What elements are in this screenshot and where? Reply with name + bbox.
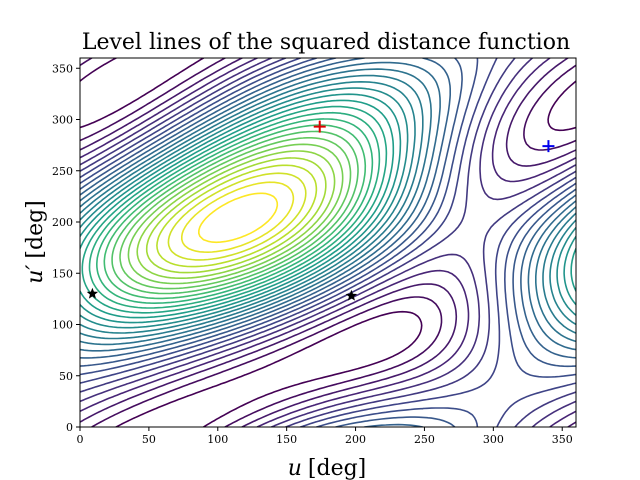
contour-level-11 (80, 61, 576, 352)
y-tick-label: 250 (52, 165, 73, 178)
x-axis-symbol: u (288, 456, 302, 480)
x-axis-label: u [deg] (288, 456, 367, 480)
chart-title: Level lines of the squared distance func… (82, 30, 570, 55)
y-tick-label: 350 (52, 62, 73, 75)
contour-level-19 (88, 111, 381, 309)
star-marker-3 (86, 287, 99, 299)
contour-level-21 (103, 124, 367, 300)
x-tick-label: 100 (207, 433, 228, 446)
y-tick-label: 100 (52, 319, 73, 332)
contour-level-22 (111, 130, 359, 295)
x-axis-ticks: 0 50 100 150 200 250 300 350 (77, 427, 573, 446)
x-tick-label: 0 (77, 433, 84, 446)
x-tick-label: 250 (414, 433, 435, 446)
y-tick-label: 0 (66, 421, 73, 434)
contour-level-27 (156, 164, 318, 268)
contour-level-24 (127, 143, 344, 285)
contour-level-3 (80, 58, 576, 427)
contour-level-18 (81, 105, 388, 314)
x-tick-label: 150 (276, 433, 297, 446)
contour-level-28 (167, 172, 307, 261)
y-axis-unit: [deg] (23, 200, 48, 258)
contour-level-25 (136, 150, 336, 279)
y-tick-label: 150 (52, 267, 73, 280)
y-axis-label: u′ [deg] (23, 200, 48, 284)
contour-level-5 (80, 58, 576, 427)
plus-marker-1 (313, 120, 326, 133)
contour-level-30 (198, 192, 279, 244)
plus-marker-2 (542, 140, 555, 153)
marker-group (86, 120, 555, 301)
x-tick-label: 50 (142, 433, 156, 446)
x-tick-label: 200 (345, 433, 366, 446)
contour-level-15 (80, 87, 576, 329)
contour-level-26 (145, 157, 327, 274)
contour-level-13 (80, 74, 576, 340)
y-axis-ticks: 0 50 100 150 200 250 300 350 (52, 62, 80, 434)
y-tick-label: 50 (59, 370, 73, 383)
x-tick-label: 300 (483, 433, 504, 446)
x-tick-label: 350 (552, 433, 573, 446)
contour-level-12 (80, 68, 576, 346)
contour-level-16 (80, 93, 576, 324)
x-axis-unit: [deg] (308, 456, 366, 480)
contour-level-20 (96, 118, 374, 304)
star-marker-4 (345, 289, 358, 301)
y-tick-label: 200 (52, 216, 73, 229)
y-tick-label: 300 (52, 114, 73, 127)
contour-level-17 (80, 99, 576, 319)
plot-frame (79, 57, 577, 428)
contour-lines (80, 58, 576, 427)
contour-level-29 (181, 181, 295, 253)
y-axis-symbol: u′ (23, 265, 48, 284)
contour-level-23 (119, 137, 352, 290)
contour-level-14 (80, 81, 576, 334)
